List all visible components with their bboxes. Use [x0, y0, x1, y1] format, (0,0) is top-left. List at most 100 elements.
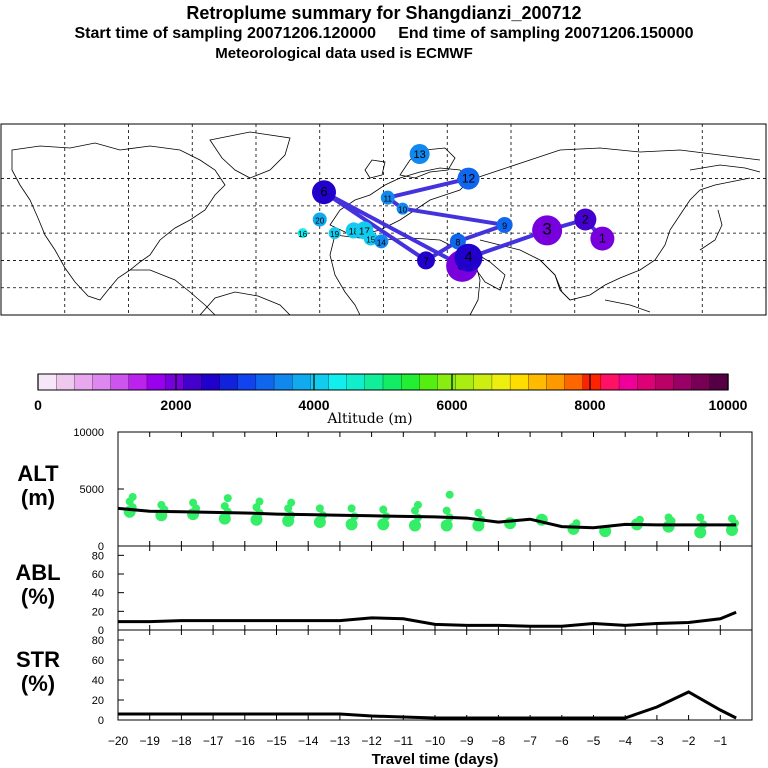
marker-label: 10: [398, 206, 407, 215]
altitude-dot: [572, 519, 581, 528]
colorbar-cell: [382, 373, 402, 391]
marker-circle: [449, 233, 466, 250]
marker-circle: [312, 212, 327, 227]
colorbar-cell: [419, 373, 439, 391]
altitude-dot: [377, 518, 390, 531]
y-tick-label: 0: [98, 715, 104, 727]
colorbar-cell: [110, 373, 130, 391]
x-tick-label: −9: [460, 734, 474, 748]
marker-label: 15: [366, 236, 375, 245]
trajectory-markers: 2019181716151413121110987654321: [297, 144, 615, 282]
y-tick-label: 20: [92, 606, 104, 618]
colorbar-cell: [655, 373, 675, 391]
altitude-dot: [442, 506, 451, 515]
altitude-dot: [347, 504, 356, 513]
panel-ylabel: ALT: [17, 461, 59, 486]
y-tick-label: 40: [92, 675, 104, 687]
panel-ylabel: (m): [21, 485, 55, 510]
panel-ylabel: STR: [16, 647, 60, 672]
altitude-dot: [345, 518, 358, 531]
y-tick-label: 40: [92, 588, 104, 600]
trajectory-marker: 16: [297, 228, 308, 239]
colorbar-cell: [709, 373, 729, 391]
marker-label: 12: [462, 172, 476, 186]
start-time-label: Start time of sampling 20071206.120000: [74, 25, 377, 42]
marker-label: 8: [455, 237, 460, 247]
marker-label: 6: [320, 184, 327, 199]
altitude-colorbar: 0 2000 4000 6000 8000 10000 Altitude (m): [34, 373, 748, 427]
marker-circle: [454, 243, 483, 272]
trajectory-marker: 10: [396, 202, 409, 215]
marker-label: 17: [359, 226, 371, 237]
x-tick-label: −2: [682, 734, 696, 748]
y-tick-label: 10000: [73, 427, 104, 439]
colorbar-cell: [473, 373, 493, 391]
marker-label: 4: [464, 249, 472, 266]
trajectory-marker: 4: [454, 243, 483, 272]
map-graticule: [1, 124, 766, 315]
marker-circle: [312, 180, 336, 205]
series-line-alt: [117, 506, 737, 530]
marker-label: 16: [298, 230, 307, 239]
panel-ylabel: ABL: [15, 560, 60, 585]
altitude-dot: [445, 490, 454, 499]
colorbar-cell: [491, 373, 511, 391]
altitude-dot: [474, 508, 483, 517]
marker-label: 13: [414, 149, 426, 161]
trajectory-marker: 13: [409, 144, 430, 165]
met-data-label: Meteorological data used is ECMWF: [215, 45, 473, 62]
colorbar-cell: [146, 373, 166, 391]
y-tick-label: 60: [92, 655, 104, 667]
altitude-dot: [727, 514, 736, 523]
colorbar-cell: [92, 373, 112, 391]
altitude-dot: [255, 497, 264, 506]
colorbar-cell: [292, 373, 312, 391]
colorbar-cell: [310, 373, 330, 391]
altitude-dot: [379, 505, 388, 514]
marker-label: 11: [384, 195, 393, 204]
altitude-dot: [504, 517, 517, 530]
altitude-dot: [413, 500, 422, 509]
colorbar-cell: [74, 373, 94, 391]
marker-label: 9: [502, 221, 507, 231]
x-tick-label: −7: [523, 734, 537, 748]
trajectory-marker: 8: [449, 233, 466, 250]
marker-circle: [396, 202, 409, 215]
colorbar-cell: [546, 373, 566, 391]
colorbar-cell: [164, 373, 184, 391]
x-tick-label: −14: [298, 734, 319, 748]
altitude-dot: [287, 498, 296, 507]
marker-circle: [574, 208, 597, 231]
chart-title: Retroplume summary for Shangdianzi_20071…: [186, 3, 582, 23]
colorbar-cell: [201, 373, 221, 391]
colorbar-cell: [128, 373, 148, 391]
colorbar-tick-label: 2000: [160, 397, 191, 413]
altitude-dot: [694, 526, 707, 539]
altitude-dot: [315, 504, 324, 513]
x-tick-label: −20: [108, 734, 129, 748]
x-tick-label: −3: [650, 734, 664, 748]
colorbar-cell: [637, 373, 657, 391]
marker-label: 2: [582, 213, 589, 227]
altitude-dot: [696, 513, 705, 522]
trajectory-marker: 14: [374, 234, 389, 249]
colorbar-cell: [364, 373, 384, 391]
colorbar-cell: [237, 373, 257, 391]
trajectory-marker: 19: [328, 227, 341, 240]
marker-circle: [457, 167, 480, 190]
trajectory-marker: 11: [380, 190, 395, 205]
colorbar-label: Altitude (m): [326, 411, 412, 427]
altitude-dot: [635, 515, 644, 524]
altitude-dot: [223, 494, 232, 503]
colorbar-cell: [582, 373, 602, 391]
trajectory-marker: 1: [590, 226, 615, 251]
marker-circle: [532, 215, 563, 246]
colorbar-cell: [618, 373, 638, 391]
marker-circle: [380, 190, 395, 205]
colorbar-tick-label: 4000: [298, 397, 329, 413]
colorbar-cell: [600, 373, 620, 391]
colorbar-tick-label: 0: [34, 397, 42, 413]
marker-label: 20: [315, 217, 324, 226]
marker-label: 7: [423, 256, 429, 267]
marker-label: 14: [377, 238, 386, 247]
